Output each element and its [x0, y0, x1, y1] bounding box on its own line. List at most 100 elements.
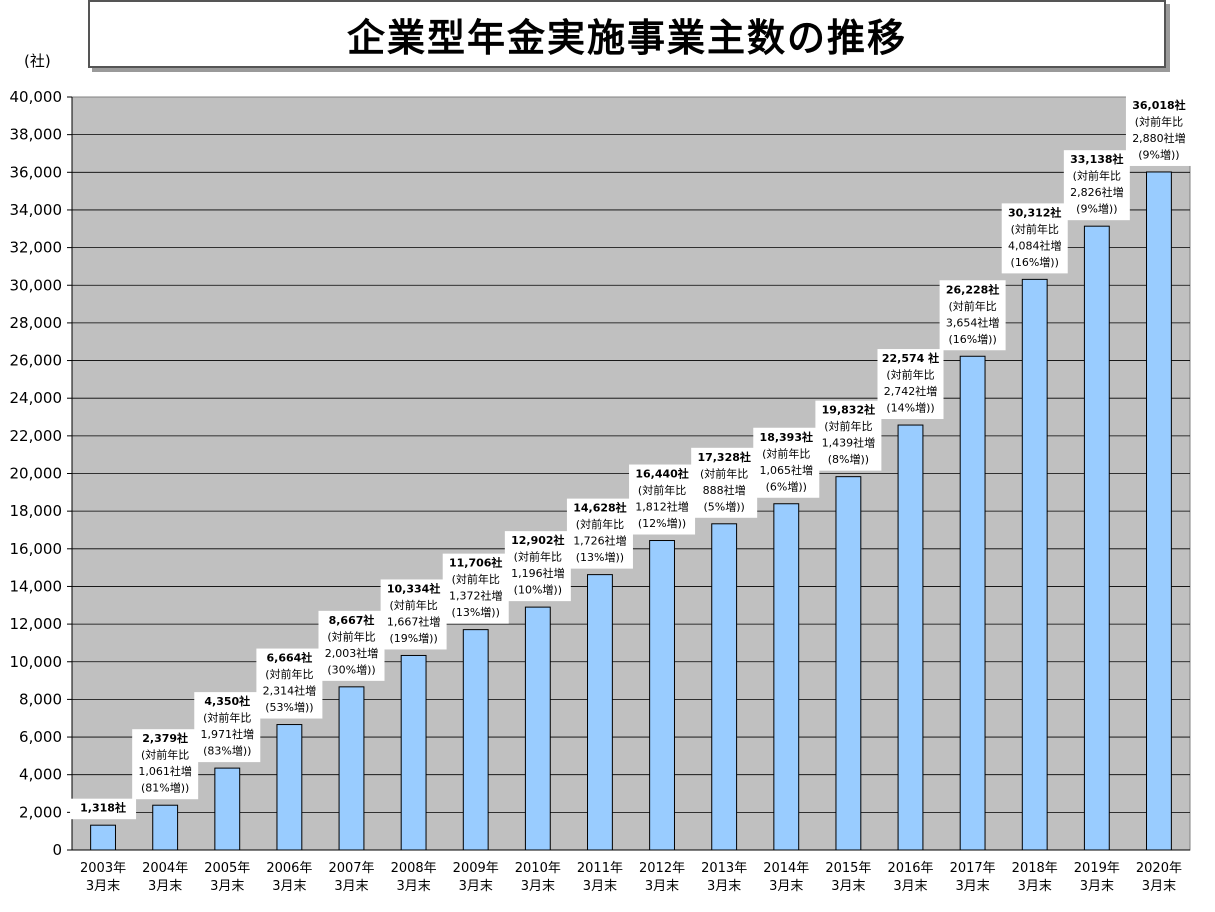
data-label: (30%増)) — [327, 663, 375, 676]
data-label: (対前年比 — [576, 517, 624, 531]
x-tick-label: 2013年 — [701, 861, 747, 876]
data-label: 1,726社増 — [573, 534, 627, 548]
bar — [1083, 225, 1110, 851]
data-label: 1,061社増 — [138, 764, 192, 778]
data-label: (9%増)) — [1076, 203, 1117, 216]
y-tick-label: 26,000 — [10, 352, 63, 370]
data-label: 10,334社 — [387, 581, 440, 595]
data-label: 14,628社 — [573, 501, 626, 515]
x-tick-label: 3月末 — [272, 879, 306, 894]
data-label: 2,314社増 — [263, 684, 317, 698]
chart-title-box: 企業型年金実施事業主数の推移 — [88, 0, 1166, 68]
data-label: 33,138社 — [1070, 152, 1123, 166]
data-label: 888社増 — [703, 483, 746, 497]
chart-title: 企業型年金実施事業主数の推移 — [346, 15, 907, 60]
data-label: 11,706社 — [449, 556, 502, 570]
bar — [462, 629, 489, 851]
data-label: (12%増)) — [638, 517, 686, 530]
data-label: (対前年比 — [514, 550, 562, 564]
data-label-bg — [1125, 95, 1192, 166]
bar — [90, 824, 116, 851]
data-label-bg — [939, 280, 1006, 351]
data-label-bg — [318, 610, 385, 681]
data-label-bg — [70, 798, 137, 820]
data-label: (19%増)) — [389, 632, 437, 645]
x-tick-label: 3月末 — [334, 879, 368, 894]
x-tick-label: 2020年 — [1136, 861, 1182, 876]
y-tick-label: 14,000 — [10, 577, 63, 595]
data-label: 1,065社増 — [760, 463, 814, 477]
data-label: (対前年比 — [327, 629, 375, 643]
y-tick-label: 6,000 — [19, 728, 62, 746]
data-label: 2,003社増 — [325, 646, 379, 660]
x-tick-label: 2014年 — [763, 861, 809, 876]
bar — [959, 355, 986, 851]
bar — [711, 523, 738, 851]
x-tick-label: 2015年 — [825, 861, 871, 876]
data-label: 8,667社 — [329, 613, 375, 627]
x-tick-label: 3月末 — [1142, 879, 1176, 894]
y-tick-label: 30,000 — [10, 276, 63, 294]
data-label: (対前年比 — [1135, 114, 1183, 128]
x-tick-label: 2006年 — [266, 861, 312, 876]
x-tick-label: 3月末 — [521, 879, 555, 894]
x-tick-label: 3月末 — [769, 879, 803, 894]
y-tick-label: 36,000 — [10, 163, 63, 181]
x-tick-label: 2010年 — [515, 861, 561, 876]
data-label: 1,971社増 — [201, 727, 255, 741]
bar — [1021, 278, 1048, 851]
y-tick-label: 16,000 — [10, 540, 63, 558]
data-label: (対前年比 — [762, 446, 810, 460]
x-tick-label: 2009年 — [453, 861, 499, 876]
bar — [897, 424, 924, 851]
x-tick-label: 2005年 — [204, 861, 250, 876]
data-label-bg — [566, 498, 633, 569]
data-label: (対前年比 — [886, 368, 934, 382]
bar — [649, 540, 675, 851]
data-label-bg — [629, 464, 696, 535]
data-label: (16%増)) — [1011, 256, 1059, 269]
bar — [338, 686, 365, 851]
data-label: (53%増)) — [265, 701, 313, 714]
y-tick-label: 34,000 — [10, 201, 63, 219]
x-tick-label: 3月末 — [645, 879, 679, 894]
data-label: 2,379社 — [142, 731, 188, 745]
y-tick-label: 12,000 — [10, 615, 63, 633]
x-tick-label: 2008年 — [391, 861, 437, 876]
data-label: (対前年比 — [265, 667, 313, 681]
x-tick-label: 2004年 — [142, 861, 188, 876]
x-tick-label: 2012年 — [639, 861, 685, 876]
data-label: (81%増)) — [141, 782, 189, 795]
bar — [276, 724, 303, 851]
data-label: (83%増)) — [203, 745, 251, 758]
data-label: 1,196社増 — [511, 566, 565, 580]
bar — [1146, 171, 1172, 851]
y-tick-label: 18,000 — [10, 502, 63, 520]
data-label-bg — [504, 531, 571, 602]
data-label-bg — [753, 427, 820, 498]
data-label: 16,440社 — [635, 467, 688, 481]
bar — [587, 574, 613, 851]
data-label: 26,228社 — [946, 282, 999, 296]
data-label: (16%増)) — [948, 333, 996, 346]
bar — [214, 767, 241, 851]
y-tick-label: 0 — [52, 841, 62, 859]
data-label: 22,574 社 — [882, 351, 939, 365]
data-label: (対前年比 — [452, 572, 500, 586]
y-axis-unit-label: (社) — [24, 52, 51, 70]
data-label: (13%増)) — [452, 606, 500, 619]
y-tick-label: 38,000 — [10, 126, 63, 144]
y-tick-label: 28,000 — [10, 314, 63, 332]
data-label: (6%増)) — [766, 480, 807, 493]
data-label: 2,742社増 — [884, 384, 938, 398]
data-label: 2,880社増 — [1132, 131, 1186, 145]
data-label-bg — [132, 729, 199, 800]
data-label: 1,372社増 — [449, 589, 503, 603]
x-tick-label: 2003年 — [80, 861, 126, 876]
y-tick-label: 32,000 — [10, 239, 63, 257]
data-label-bg — [815, 400, 882, 471]
data-label: 2,826社増 — [1070, 185, 1124, 199]
x-tick-label: 3月末 — [459, 879, 493, 894]
data-label-bg — [1001, 203, 1068, 274]
